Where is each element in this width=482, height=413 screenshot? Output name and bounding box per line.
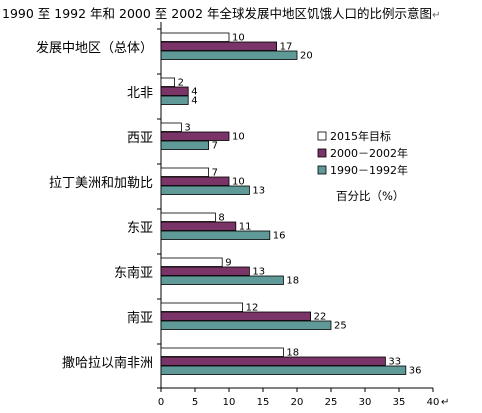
tick-return-mark: ↵ [441, 397, 449, 408]
data-label: 20 [300, 51, 313, 62]
data-label: 33 [388, 357, 401, 368]
bar [160, 365, 407, 375]
data-label: 13 [252, 267, 265, 278]
bar [160, 257, 223, 267]
category-label: 东亚 [127, 221, 153, 236]
x-tick-label: 30 [359, 397, 372, 408]
x-tick-label: 20 [291, 397, 304, 408]
bar [160, 86, 189, 96]
bar [160, 131, 230, 141]
x-tick-label: 35 [393, 397, 406, 408]
bar [160, 41, 277, 51]
category-label: 拉丁美洲和加勒比 [49, 176, 153, 191]
legend-label: 2015年目标 [330, 129, 391, 143]
data-label: 12 [246, 303, 259, 314]
category-label: 北非 [127, 86, 153, 101]
legend-swatch [317, 131, 327, 141]
data-label: 18 [286, 276, 299, 287]
data-label: 7 [212, 141, 218, 152]
bar [160, 347, 284, 357]
bar [160, 50, 298, 60]
bar [160, 266, 250, 276]
bar [160, 302, 243, 312]
bar [160, 311, 312, 321]
category-label: 撒哈拉以南非洲 [62, 355, 153, 371]
data-label: 3 [184, 123, 190, 134]
bar [160, 185, 250, 195]
chart-legend: 2015年目标 2000－2002年 1990－1992年 [317, 129, 408, 177]
data-label: 11 [239, 222, 252, 233]
category-label: 发展中地区（总体） [36, 40, 153, 56]
bar [160, 77, 176, 87]
x-tick-label: 15 [257, 397, 270, 408]
data-label: 18 [286, 348, 299, 359]
chart-bars: 10 17 20 244 3 10 7 7 10 13 8 11 16 9 13 18 12 22 25 18 33 36 [160, 32, 422, 377]
chart-title: 1990 至 1992 年和 2000 至 2002 年全球发展中地区饥饿人口的… [2, 3, 440, 22]
title-return-mark: ↵ [432, 10, 441, 21]
bar [160, 275, 284, 285]
x-tick-label: 5 [192, 397, 198, 408]
legend-swatch [317, 148, 327, 158]
bar [160, 356, 386, 366]
bar [160, 221, 237, 231]
data-label: 36 [409, 366, 422, 377]
bar [160, 320, 332, 330]
x-tick-label: 0 [158, 397, 164, 408]
chart-axes [157, 22, 433, 389]
data-label: 4 [191, 96, 197, 107]
bar [160, 212, 216, 222]
unit-label: 百分比（%） [336, 189, 404, 203]
x-tick-label: 10 [223, 397, 236, 408]
legend-label: 2000－2002年 [330, 146, 408, 160]
bar [160, 167, 209, 177]
data-label: 22 [314, 312, 327, 323]
data-label: 10 [232, 33, 245, 44]
data-label: 10 [232, 132, 245, 143]
bar [160, 122, 182, 132]
chart-title-text: 1990 至 1992 年和 2000 至 2002 年全球发展中地区饥饿人口的… [2, 6, 433, 21]
bar [160, 140, 209, 150]
x-tick-label: 25 [325, 397, 338, 408]
data-label: 8 [218, 213, 224, 224]
data-label: 9 [225, 258, 231, 269]
legend-label: 1990－1992年 [330, 163, 408, 177]
data-label: 7 [212, 168, 218, 179]
category-label: 南亚 [127, 310, 153, 326]
x-tick-label: 40 [427, 397, 440, 408]
x-axis-ticks: 0 5 10 15 20 25 30 35 40 ↵ [158, 388, 449, 408]
bar [160, 230, 271, 240]
data-label: 16 [273, 231, 286, 242]
bar [160, 176, 230, 186]
bar [160, 32, 230, 42]
data-label: 25 [334, 321, 347, 332]
data-label: 4 [191, 87, 197, 98]
bar [160, 95, 189, 105]
data-label: 2 [178, 78, 184, 89]
category-label: 西亚 [127, 131, 153, 146]
data-label: 17 [280, 42, 293, 53]
legend-swatch [317, 165, 327, 175]
category-label: 东南亚 [114, 265, 153, 281]
data-label: 13 [252, 186, 265, 197]
data-label: 10 [232, 177, 245, 188]
